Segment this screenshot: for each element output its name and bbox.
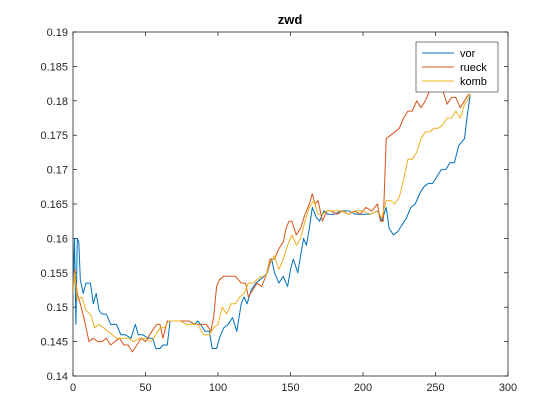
chart-title: zwd bbox=[278, 12, 303, 27]
x-tick-label: 0 bbox=[70, 382, 76, 394]
legend: vor rueck komb bbox=[415, 41, 499, 93]
y-tick-label: 0.18 bbox=[47, 96, 68, 108]
series-line-rueck bbox=[73, 83, 470, 353]
y-tick-label: 0.155 bbox=[40, 268, 68, 280]
y-tick-label: 0.14 bbox=[47, 371, 68, 383]
series-layer bbox=[73, 83, 471, 353]
y-tick-label: 0.145 bbox=[40, 337, 68, 349]
series-line-komb bbox=[73, 93, 471, 343]
x-tick-label: 200 bbox=[354, 382, 372, 394]
y-tick-label: 0.185 bbox=[40, 61, 68, 73]
axis-ticks: 0 50 100 150 200 250 300 0.14 0.145 0.15 0.155 0.16… bbox=[40, 27, 517, 394]
y-tick-label: 0.15 bbox=[47, 302, 68, 314]
y-tick-label: 0.19 bbox=[47, 27, 68, 39]
y-tick-label: 0.16 bbox=[47, 233, 68, 245]
x-tick-label: 50 bbox=[139, 382, 151, 394]
legend-label-vor: vor bbox=[460, 48, 476, 60]
y-tick-label: 0.17 bbox=[47, 165, 68, 177]
y-tick-label: 0.175 bbox=[40, 130, 68, 142]
series-line-vor bbox=[73, 93, 471, 349]
x-tick-label: 100 bbox=[209, 382, 227, 394]
legend-label-rueck: rueck bbox=[460, 62, 487, 74]
x-tick-label: 250 bbox=[426, 382, 444, 394]
legend-label-komb: komb bbox=[460, 76, 487, 88]
x-tick-label: 150 bbox=[281, 382, 299, 394]
x-tick-label: 300 bbox=[499, 382, 517, 394]
y-tick-label: 0.165 bbox=[40, 199, 68, 211]
